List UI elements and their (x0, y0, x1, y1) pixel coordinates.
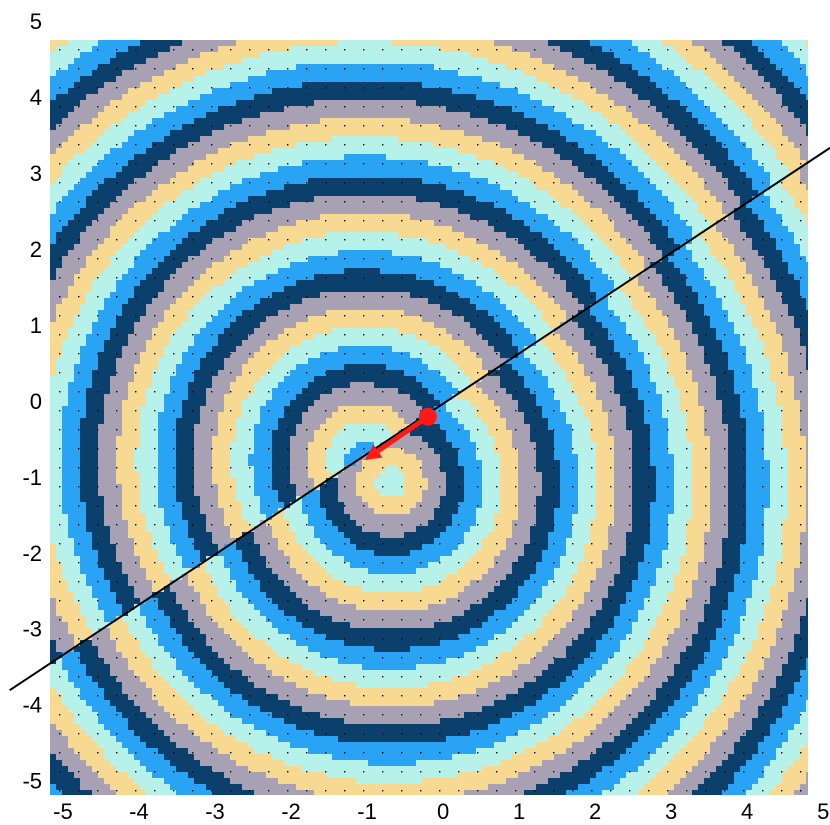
chart: -5 -4 -3 -2 -1 0 1 2 3 4 5-5-4-3-2-1012345 (9, 9, 830, 824)
